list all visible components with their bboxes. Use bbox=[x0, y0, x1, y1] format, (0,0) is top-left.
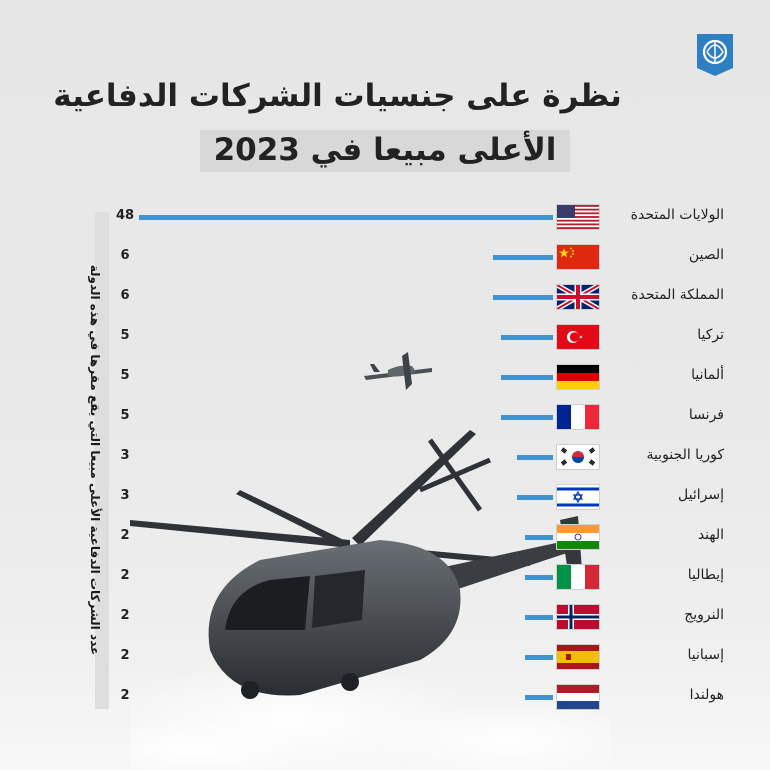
bar-value-label: 5 bbox=[120, 328, 130, 343]
china-flag-icon bbox=[557, 245, 599, 269]
germany-flag-icon bbox=[557, 365, 599, 389]
bar-11 bbox=[525, 655, 553, 660]
bar-value-label: 6 bbox=[120, 288, 130, 303]
y-axis-label: عدد الشركات الدفاعية الأعلى مبيعا التي ي… bbox=[88, 264, 102, 656]
bar-value-label: 48 bbox=[115, 208, 135, 223]
bar-value-label: 3 bbox=[120, 488, 130, 503]
bar-value-label: 2 bbox=[120, 688, 130, 703]
country-label: تركيا bbox=[697, 327, 724, 343]
country-label: الهند bbox=[697, 527, 724, 543]
bar-10 bbox=[525, 615, 553, 620]
bar-value-label: 2 bbox=[120, 608, 130, 623]
bar-value-label: 2 bbox=[120, 528, 130, 543]
country-label: كوريا الجنوبية bbox=[646, 447, 724, 463]
bar-value-label: 6 bbox=[120, 248, 130, 263]
italy-flag-icon bbox=[557, 565, 599, 589]
bar-2 bbox=[493, 295, 553, 300]
drone-illustration bbox=[364, 352, 432, 390]
country-label: الولايات المتحدة bbox=[630, 207, 724, 223]
norway-flag-icon bbox=[557, 605, 599, 629]
country-label: الصين bbox=[688, 247, 724, 263]
bar-8 bbox=[525, 535, 553, 540]
ylabel-background bbox=[95, 212, 109, 709]
country-label: المملكة المتحدة bbox=[631, 287, 724, 303]
uk-flag-icon bbox=[557, 285, 599, 309]
title-line-2: الأعلى مبيعا في 2023 bbox=[213, 132, 557, 168]
netherlands-flag-icon bbox=[557, 685, 599, 709]
bar-value-label: 5 bbox=[120, 408, 130, 423]
bar-value-label: 5 bbox=[120, 368, 130, 383]
country-label: إسرائيل bbox=[678, 487, 724, 503]
bar-12 bbox=[525, 695, 553, 700]
india-flag-icon bbox=[557, 525, 599, 549]
country-label: النرويج bbox=[684, 607, 724, 623]
south-korea-flag-icon bbox=[557, 445, 599, 469]
france-flag-icon bbox=[557, 405, 599, 429]
country-label: فرنسا bbox=[688, 407, 724, 423]
bar-7 bbox=[517, 495, 553, 500]
country-label: هولندا bbox=[689, 687, 724, 703]
title-line-1: نظرة على جنسيات الشركات الدفاعية bbox=[53, 78, 622, 114]
bar-value-label: 2 bbox=[120, 568, 130, 583]
bar-4 bbox=[501, 375, 553, 380]
title-highlight-box bbox=[200, 130, 570, 172]
turkey-flag-icon bbox=[557, 325, 599, 349]
helicopter-illustration bbox=[130, 430, 610, 770]
israel-flag-icon bbox=[557, 485, 599, 509]
bar-9 bbox=[525, 575, 553, 580]
bar-5 bbox=[501, 415, 553, 420]
aljazeera-logo-icon bbox=[693, 30, 737, 78]
bar-value-label: 2 bbox=[120, 648, 130, 663]
bar-0 bbox=[139, 215, 553, 220]
country-label: ألمانيا bbox=[691, 367, 724, 383]
usa-flag-icon bbox=[557, 205, 599, 229]
bar-1 bbox=[493, 255, 553, 260]
bar-3 bbox=[501, 335, 553, 340]
bar-6 bbox=[517, 455, 553, 460]
spain-flag-icon bbox=[557, 645, 599, 669]
country-label: إيطاليا bbox=[687, 567, 724, 583]
country-label: إسبانيا bbox=[687, 647, 725, 663]
bar-value-label: 3 bbox=[120, 448, 130, 463]
y-axis-label-container: عدد الشركات الدفاعية الأعلى مبيعا التي ي… bbox=[82, 210, 108, 710]
